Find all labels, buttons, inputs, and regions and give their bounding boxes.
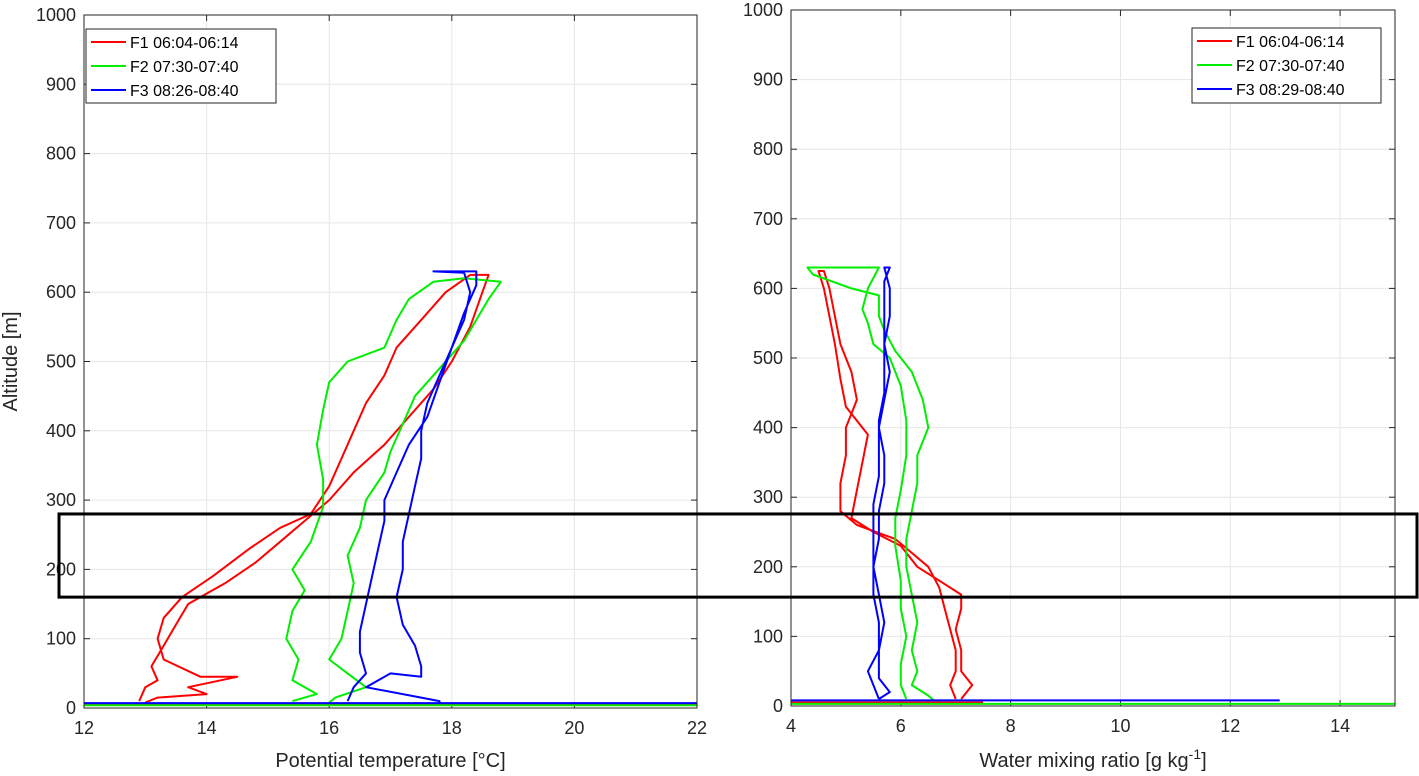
- y-tick-label: 600: [753, 278, 783, 298]
- x-tick-label: 22: [687, 718, 707, 738]
- legend: F1 06:04-06:14 F2 07:30-07:40 F3 08:26-08:…: [85, 28, 277, 104]
- x-tick-label: 8: [1006, 716, 1016, 736]
- series-group: [84, 270, 697, 707]
- legend-entry: F1 06:04-06:14: [130, 35, 239, 52]
- x-tick-label: 12: [74, 718, 94, 738]
- highlight-box: [57, 512, 1419, 599]
- y-tick-label: 100: [46, 629, 76, 649]
- y-tick-label: 400: [753, 418, 783, 438]
- x-tick-label: 18: [442, 718, 462, 738]
- y-tick-label: 1000: [743, 0, 783, 20]
- axes-box: [790, 9, 1396, 707]
- x-tick-label: 14: [1330, 716, 1350, 736]
- y-tick-label: 500: [753, 348, 783, 368]
- y-tick-label: 700: [46, 213, 76, 233]
- series-line-f1-06-04-06-14: [138, 273, 490, 704]
- legend-entry: F3 08:26-08:40: [130, 83, 239, 100]
- y-axis-label: Altitude [m]: [0, 311, 22, 411]
- x-tick-label: 4: [786, 716, 796, 736]
- water-mixing-ratio-panel: 4 6 8 10 12 14 0 100 200 300 400 500 600 700 800 900 100…: [743, 0, 1396, 772]
- series-line-f2-07-30-07-40: [806, 266, 935, 702]
- y-tick-label: 100: [753, 626, 783, 646]
- x-tick-label: 6: [896, 716, 906, 736]
- legend-entry: F2 07:30-07:40: [1236, 58, 1345, 75]
- highlight-overlay: [57, 512, 1419, 599]
- y-tick-label: 300: [46, 490, 76, 510]
- y-tick-label: 300: [753, 487, 783, 507]
- y-tick-label: 900: [46, 74, 76, 94]
- y-tick-label: 1000: [36, 5, 76, 25]
- legend: F1 06:04-06:14 F2 07:30-07:40 F3 08:29-08:…: [1191, 27, 1382, 104]
- legend-entry: F2 07:30-07:40: [130, 59, 239, 76]
- y-tick-label: 800: [46, 144, 76, 164]
- y-tick-label: 600: [46, 282, 76, 302]
- x-tick-label: 12: [1220, 716, 1240, 736]
- series-line-f3-08-29-08-40: [866, 266, 891, 700]
- x-axis-label-superscript: -1: [1189, 746, 1202, 762]
- y-tick-label: 200: [753, 557, 783, 577]
- x-tick-label: 10: [1110, 716, 1130, 736]
- y-tick-label: 400: [46, 421, 76, 441]
- x-tick-label: 14: [197, 718, 217, 738]
- y-tick-label: 800: [753, 139, 783, 159]
- y-tick-label: 200: [46, 559, 76, 579]
- x-axis-label: Water mixing ratio [g kg-1]: [979, 746, 1206, 772]
- x-axis-label: Potential temperature [°C]: [275, 750, 505, 772]
- legend-entry: F1 06:04-06:14: [1236, 34, 1345, 51]
- x-tick-label: 16: [319, 718, 339, 738]
- series-line-f3-08-26-08-40: [346, 270, 478, 705]
- series-line-f2-07-30-07-40: [285, 277, 502, 704]
- potential-temperature-panel: 12 14 16 18 20 22 0 100 200 300 400 500 600 700 800 900…: [0, 5, 707, 772]
- y-tick-label: 0: [66, 698, 76, 718]
- y-tick-label: 500: [46, 352, 76, 372]
- series-line-f1-06-04-06-14: [817, 270, 974, 700]
- axes-box: [83, 14, 698, 709]
- x-axis-label-end: ]: [1201, 750, 1207, 772]
- series-group: [791, 266, 1395, 705]
- y-tick-label: 700: [753, 209, 783, 229]
- legend-entry: F3 08:29-08:40: [1236, 82, 1345, 99]
- x-tick-label: 20: [564, 718, 584, 738]
- y-tick-label: 900: [753, 70, 783, 90]
- y-tick-label: 0: [773, 696, 783, 716]
